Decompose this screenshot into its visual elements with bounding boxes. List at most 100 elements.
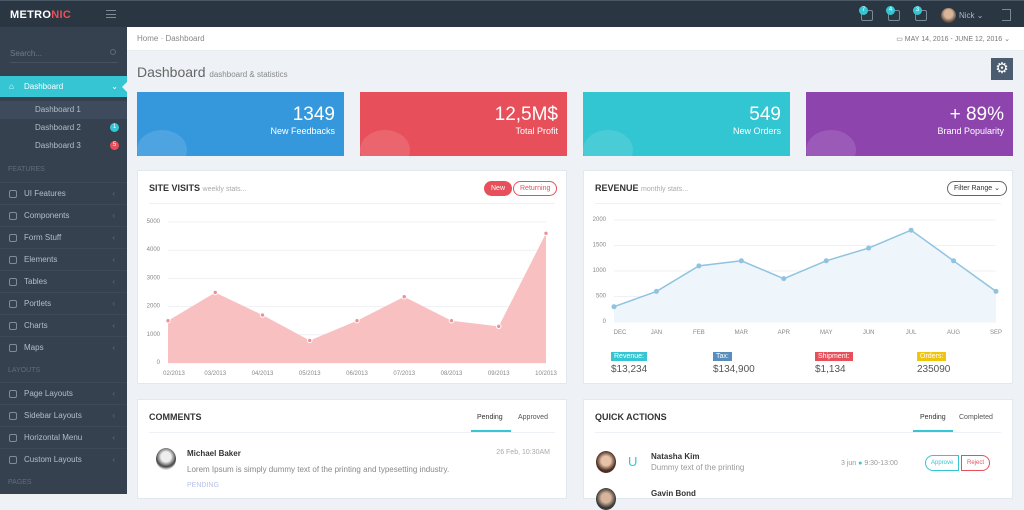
logo[interactable]: METRONIC [10,9,72,21]
data-point [866,245,872,251]
x-tick-label: 05/2013 [299,371,321,377]
sidebar-item-sidebar-layouts[interactable]: Sidebar Layouts ‹ [0,404,127,426]
action-name[interactable]: Natasha Kim [651,452,700,461]
approve-button[interactable]: Approve [925,455,960,471]
x-tick-label: APR [778,330,791,336]
x-tick-label: 03/2013 [204,371,226,377]
tab-completed[interactable]: Completed [959,414,993,421]
diamond-icon [9,190,17,198]
search-icon[interactable] [110,49,116,55]
data-point [823,258,829,264]
sidebar-item-maps[interactable]: Maps ‹ [0,336,127,358]
data-point [307,337,313,344]
y-tick-label: 1000 [593,268,607,274]
comment-author[interactable]: Michael Baker [187,449,241,458]
chevron-left-icon: ‹ [112,277,115,286]
revenue-chart: 0 500 1000 1500 2000 DEC JAN FEB MAR APR MAY JUN JUL… [593,217,1002,336]
sidebar-item-page-layouts[interactable]: Page Layouts ‹ [0,382,127,404]
settings-gear-button[interactable]: ⚙ [991,58,1013,80]
returning-button[interactable]: Returning [513,181,558,196]
chevron-left-icon: ‹ [112,321,115,330]
stat-tile[interactable]: 12,5M$ Total Profit [360,92,567,156]
chevron-left-icon: ‹ [112,411,115,420]
layers-icon [9,390,17,398]
y-tick-label: 2000 [593,217,607,223]
pin-icon [9,344,17,352]
menu-toggle-icon[interactable] [106,10,116,18]
x-tick-label: 04/2013 [252,371,274,377]
sidebar-item-dashboard-1[interactable]: Dashboard 1 [0,101,127,119]
sidebar-item-horizontal-menu[interactable]: Horizontal Menu ‹ [0,426,127,448]
badge: 5 [110,141,119,150]
magnet-icon: U [628,454,638,469]
user-menu[interactable]: Nick ⌄ [959,11,984,20]
stat-tile[interactable]: 549 New Orders [583,92,790,156]
site-visits-portlet: SITE VISITS weekly stats... New Returnin… [137,170,567,384]
reject-button[interactable]: Reject [961,455,991,471]
page-title: Dashboard dashboard & statistics [137,64,288,80]
sidebar-item-components[interactable]: Components ‹ [0,204,127,226]
sidebar-item-tables[interactable]: Tables ‹ [0,270,127,292]
stat-tile[interactable]: 1349 New Feedbacks [137,92,344,156]
sidebar-item-charts[interactable]: Charts ‹ [0,314,127,336]
chevron-left-icon: ‹ [112,233,115,242]
section-pages: PAGES [8,479,32,486]
sidebar-item-portlets[interactable]: Portlets ‹ [0,292,127,314]
revenue-stat: Orders: 235090 [917,352,951,375]
filter-range-dropdown[interactable]: Filter Range ⌄ [947,181,1007,196]
tile-icon [806,130,856,156]
logout-icon[interactable] [1002,9,1011,21]
sidebar-item-custom-layouts[interactable]: Custom Layouts ‹ [0,448,127,470]
chevron-left-icon: ‹ [112,343,115,352]
area-fill [614,230,996,322]
top-header: METRONIC 7 4 3 Nick ⌄ [0,0,1024,27]
x-tick-label: 09/2013 [488,371,510,377]
site-visits-chart: 0 1000 2000 3000 4000 5000 02/2013 03/2013 04/20… [147,219,558,377]
tab-pending[interactable]: Pending [920,414,946,421]
x-tick-label: 02/2013 [163,371,185,377]
data-point [781,276,787,282]
search-input[interactable]: Search... [10,49,118,63]
tab-approved[interactable]: Approved [518,414,548,421]
bar-chart-icon [9,322,17,330]
inbox-badge: 4 [886,6,895,15]
x-tick-label: JUN [863,330,875,336]
tab-pending[interactable]: Pending [477,414,503,421]
data-point [448,318,455,324]
comment-date: 26 Feb, 10:30AM [496,449,550,456]
x-tick-label: 06/2013 [346,371,368,377]
chevron-left-icon: ‹ [112,255,115,264]
quick-actions-portlet: QUICK ACTIONS Pending Completed U Natash… [583,399,1013,510]
action-desc: Dummy text of the printing [651,463,745,472]
new-button[interactable]: New [484,181,513,196]
comment-status[interactable]: PENDING [187,482,219,489]
stat-tile[interactable]: + 89% Brand Popularity [806,92,1013,156]
sidebar-item-dashboard[interactable]: ⌂ Dashboard ⌄ [0,76,127,97]
x-tick-label: AUG [947,330,960,336]
avatar [156,448,176,470]
date-range-picker[interactable]: ▭ MAY 14, 2016 - JUNE 12, 2016 ⌄ [896,36,1010,43]
comments-portlet: COMMENTS Pending Approved Michael Baker … [137,399,567,499]
series-line [613,229,997,308]
tile-icon [360,130,410,156]
sidebar-item-elements[interactable]: Elements ‹ [0,248,127,270]
data-point [401,294,407,300]
sidebar-item-ui-features[interactable]: UI Features ‹ [0,182,127,204]
avatar[interactable] [941,8,956,23]
breadcrumb-home[interactable]: Home [137,34,159,43]
sidebar-item-form-stuff[interactable]: Form Stuff ‹ [0,226,127,248]
notification-badge: 7 [859,6,868,15]
badge: 1 [110,123,119,132]
y-tick-label: 1500 [593,243,607,249]
portlet-title: REVENUE monthly stats... [595,183,689,193]
chevron-left-icon: ‹ [112,389,115,398]
chevron-left-icon: ‹ [112,211,115,220]
data-point [951,258,957,264]
x-tick-label: SEP [990,330,1002,336]
revenue-stat: Tax: $134,900 [713,352,755,375]
x-tick-label: 10/2013 [535,371,557,377]
tile-icon [583,130,633,156]
revenue-stat: Revenue: $13,234 [611,352,648,375]
